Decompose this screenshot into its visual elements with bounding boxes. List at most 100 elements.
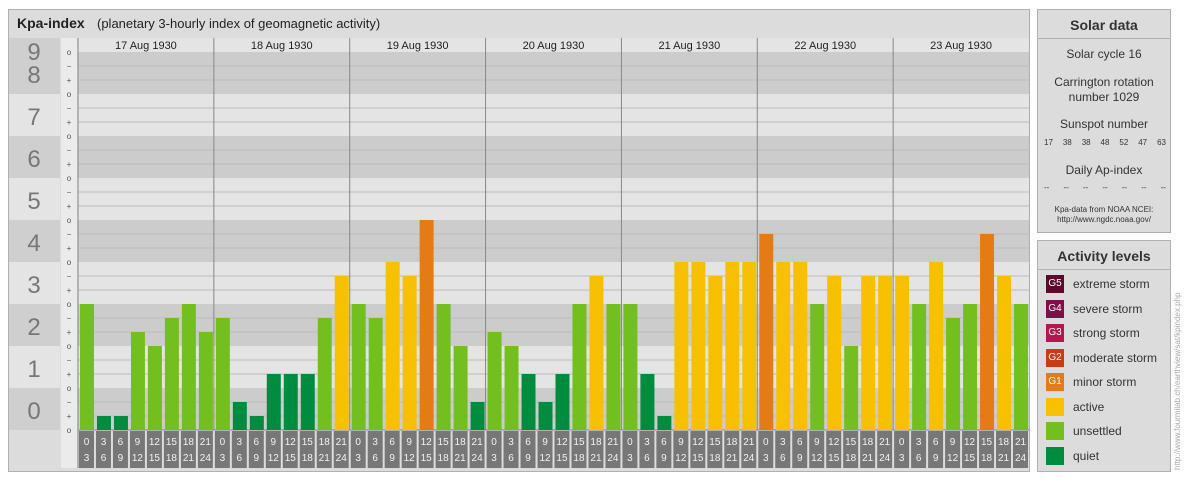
y-band xyxy=(9,94,60,136)
interval-end: 9 xyxy=(254,453,260,464)
interval-end: 24 xyxy=(879,453,891,464)
interval-start: 18 xyxy=(590,437,602,448)
y-tick-label: 8 xyxy=(27,62,40,89)
interval-cell xyxy=(622,431,638,468)
interval-end: 9 xyxy=(933,453,939,464)
interval-start: 0 xyxy=(220,437,226,448)
interval-cell xyxy=(673,431,689,468)
interval-start: 6 xyxy=(661,437,667,448)
carrington-line-2: number 1029 xyxy=(1068,90,1140,104)
level-label: strong storm xyxy=(1073,326,1140,340)
interval-cell xyxy=(639,431,655,468)
kp-bar xyxy=(997,275,1012,430)
y-axis-labels: 0 1 2 3 4 5 6 7 89 xyxy=(9,38,60,430)
kp-bar xyxy=(912,304,927,430)
level-label: active xyxy=(1073,399,1105,414)
x-axis-ticks: 0336699121215151818212124033669912121515… xyxy=(79,431,1028,468)
thirds-mark: + xyxy=(67,286,72,295)
watermark: http://www.fourmilab.ch/earthview/sat/kp… xyxy=(1172,250,1184,470)
interval-end: 12 xyxy=(811,453,823,464)
y-tick-label: 3 xyxy=(27,272,40,299)
kp-bar xyxy=(946,317,961,430)
kp-bar xyxy=(538,401,553,430)
interval-end: 24 xyxy=(607,453,619,464)
interval-cell xyxy=(792,431,808,468)
interval-end: 21 xyxy=(590,453,602,464)
thirds-mark: o xyxy=(67,342,72,351)
interval-end: 15 xyxy=(964,453,976,464)
solar-data-heading: Solar data xyxy=(1070,17,1138,33)
interval-end: 6 xyxy=(508,453,514,464)
interval-start: 15 xyxy=(438,437,450,448)
interval-end: 15 xyxy=(556,453,568,464)
interval-start: 12 xyxy=(692,437,704,448)
thirds-mark: o xyxy=(67,216,72,225)
thirds-mark: + xyxy=(67,244,72,253)
kp-bar xyxy=(266,374,281,430)
kp-bar xyxy=(640,374,655,430)
day-header: 19 Aug 1930 xyxy=(387,40,449,52)
sunspot-values: 17 38 38 48 52 47 63 xyxy=(1044,138,1166,147)
day-header: 20 Aug 1930 xyxy=(523,40,585,52)
interval-cell xyxy=(231,431,247,468)
kp-bar xyxy=(504,346,519,430)
interval-start: 12 xyxy=(556,437,568,448)
interval-start: 9 xyxy=(135,437,141,448)
interval-cell xyxy=(316,431,332,468)
interval-cell xyxy=(282,431,298,468)
interval-end: 21 xyxy=(455,453,467,464)
interval-cell xyxy=(146,431,162,468)
interval-start: 0 xyxy=(491,437,497,448)
interval-end: 12 xyxy=(947,453,959,464)
thirds-mark: − xyxy=(67,272,72,281)
interval-start: 18 xyxy=(726,437,738,448)
interval-start: 3 xyxy=(101,437,107,448)
interval-end: 18 xyxy=(438,453,450,464)
interval-cell xyxy=(894,431,910,468)
interval-start: 0 xyxy=(627,437,633,448)
kp-bar xyxy=(232,401,247,430)
ap-value: -- xyxy=(1160,183,1166,192)
thirds-mark: − xyxy=(67,356,72,365)
kp-bar xyxy=(164,317,179,430)
kp-bar xyxy=(606,304,621,430)
interval-cell xyxy=(367,431,383,468)
interval-start: 21 xyxy=(879,437,891,448)
interval-cell xyxy=(877,431,893,468)
interval-cell xyxy=(503,431,519,468)
sunspot-value: 38 xyxy=(1081,138,1091,147)
interval-cell xyxy=(248,431,264,468)
interval-cell xyxy=(945,431,961,468)
y-band xyxy=(9,262,60,304)
kp-bar xyxy=(385,262,400,430)
chart-subtitle: (planetary 3-hourly index of geomagnetic… xyxy=(97,16,381,31)
interval-cell xyxy=(401,431,417,468)
interval-cell xyxy=(1013,431,1028,468)
interval-start: 0 xyxy=(84,437,90,448)
interval-cell xyxy=(741,431,757,468)
kp-bar xyxy=(929,262,944,430)
interval-cell xyxy=(418,431,434,468)
activity-level-item: G5 extreme storm xyxy=(1046,275,1168,295)
kp-bar xyxy=(113,416,128,430)
kp-bar xyxy=(215,317,230,430)
thirds-mark: − xyxy=(67,314,72,323)
interval-start: 18 xyxy=(998,437,1010,448)
interval-end: 21 xyxy=(862,453,874,464)
y-tick-label: 0 xyxy=(27,398,40,425)
interval-start: 21 xyxy=(607,437,619,448)
interval-end: 18 xyxy=(302,453,314,464)
ap-value: -- xyxy=(1044,183,1050,192)
interval-cell xyxy=(826,431,842,468)
thirds-mark: o xyxy=(67,90,72,99)
kp-bar xyxy=(487,332,502,430)
interval-cell xyxy=(384,431,400,468)
band-shade xyxy=(78,52,1029,94)
kp-bar xyxy=(283,374,298,430)
interval-end: 9 xyxy=(661,453,667,464)
y-tick-label: 9 xyxy=(27,39,40,66)
interval-start: 3 xyxy=(644,437,650,448)
interval-start: 6 xyxy=(254,437,260,448)
interval-cell xyxy=(469,431,485,468)
kp-bar xyxy=(521,374,536,430)
